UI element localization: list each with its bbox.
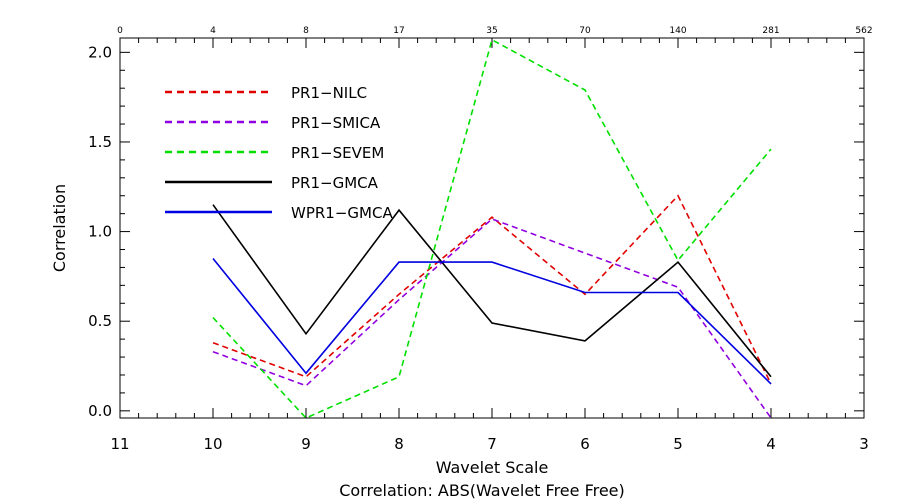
top-tick-label: 70 bbox=[579, 26, 591, 36]
series-line-0 bbox=[212, 194, 772, 385]
series-line-4 bbox=[212, 257, 772, 385]
y-tick-label: 2.0 bbox=[88, 43, 112, 61]
x-tick-label: 8 bbox=[394, 435, 404, 453]
top-tick-label: 140 bbox=[669, 26, 686, 36]
x-tick-label: 6 bbox=[580, 435, 590, 453]
legend-label: PR1−GMCA bbox=[291, 174, 379, 192]
x-tick-label: 7 bbox=[487, 435, 497, 453]
y-tick-label: 0.0 bbox=[88, 402, 112, 420]
legend-label: PR1−NILC bbox=[291, 84, 367, 102]
x-tick-label: 5 bbox=[673, 435, 683, 453]
legend-label: PR1−SEVEM bbox=[291, 144, 384, 162]
top-tick-label: 4 bbox=[210, 26, 216, 36]
top-tick-label: 35 bbox=[486, 26, 497, 36]
series-line-3 bbox=[212, 204, 772, 378]
y-tick-label: 1.0 bbox=[88, 223, 112, 241]
plot-frame bbox=[119, 37, 865, 419]
x-tick-label: 4 bbox=[766, 435, 776, 453]
x-tick-label: 3 bbox=[859, 435, 869, 453]
y-axis-title: Correlation bbox=[50, 184, 69, 272]
legend-label: PR1−SMICA bbox=[291, 114, 381, 132]
y-tick-label: 1.5 bbox=[88, 133, 112, 151]
x-axis-title: Wavelet Scale bbox=[436, 458, 549, 477]
legend-label: WPR1−GMCA bbox=[291, 204, 393, 222]
top-tick-label: 8 bbox=[303, 26, 309, 36]
x-tick-label: 10 bbox=[203, 435, 222, 453]
x-tick-label: 9 bbox=[301, 435, 311, 453]
top-tick-label: 562 bbox=[855, 26, 872, 36]
top-tick-label: 281 bbox=[762, 26, 779, 36]
chart-title: Correlation: ABS(Wavelet Free Free) bbox=[339, 481, 625, 500]
y-tick-label: 0.5 bbox=[88, 312, 112, 330]
x-tick-label: 11 bbox=[110, 435, 129, 453]
top-tick-label: 17 bbox=[393, 26, 404, 36]
top-tick-label: 0 bbox=[117, 26, 123, 36]
